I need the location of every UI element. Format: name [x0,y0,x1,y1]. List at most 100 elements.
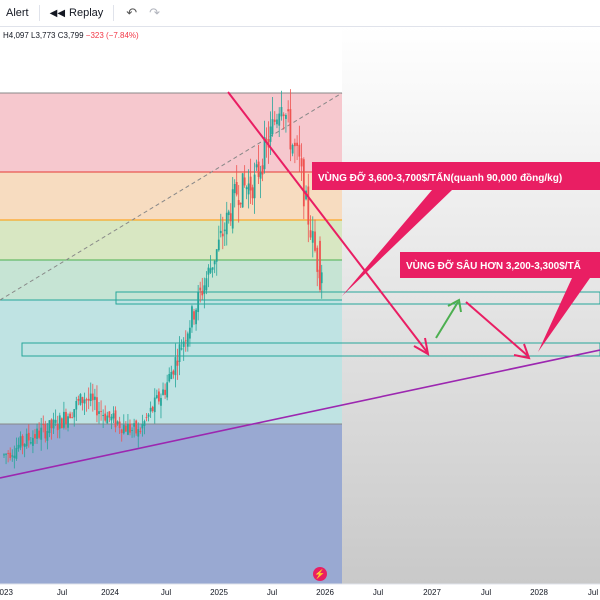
candle-body [233,184,236,194]
candle-body [241,173,244,208]
candle-body [147,414,150,417]
candle-body [273,119,276,122]
alert-button[interactable]: Alert [6,7,29,19]
x-tick-label: 2024 [101,588,119,597]
candle-body [257,161,260,177]
candle-body [229,213,232,222]
candle-body [7,453,10,454]
replay-label: Replay [69,7,104,19]
fib-band [0,260,342,300]
x-tick-label: Jul [373,588,383,597]
fib-bands [0,92,342,584]
candle-body [135,420,138,434]
candle-body [141,423,144,429]
x-tick-label: Jul [161,588,171,597]
candle-body [253,174,256,199]
x-axis-bg [0,585,600,600]
candle-body [81,397,84,403]
candle-body [89,393,92,402]
candle-body [199,287,202,291]
second-down-arrowhead [513,343,531,360]
candle-body [110,416,113,421]
candle-body [106,415,109,424]
callout-2-pointer [538,278,590,352]
candle-body [184,340,187,342]
candle-body [164,389,166,395]
downtrend-arrowhead [413,337,430,356]
replay-button[interactable]: ◀◀ Replay [50,7,104,19]
fib-band [0,220,342,260]
x-tick-label: 2023 [0,588,13,597]
candle-body [137,429,140,437]
candle-body [168,373,171,382]
candle-body [40,427,43,440]
candle-body [69,413,71,419]
candle-body [104,413,107,421]
long-term-trendline [0,349,600,479]
lightning-icon[interactable]: ⚡ [313,567,327,581]
candle-body [300,158,303,167]
candle-body [44,424,47,439]
toolbar-divider [38,5,40,21]
candle-body [79,394,82,405]
candle-body [263,137,266,170]
x-tick-label: 2025 [210,588,228,597]
undo-icon[interactable]: ↶ [126,5,138,20]
candle-body [309,230,312,238]
candle-body [166,382,169,398]
candle-body [29,442,32,444]
candle-body [269,126,272,142]
candle-body [124,425,127,432]
ohlc-change: −323 (−7.84%) [85,31,139,40]
callout-2-text: VÙNG ĐỠ SÂU HƠN 3,200-3,300$/TẤ [406,259,581,272]
candle-body [289,109,292,150]
candle-body [158,391,160,402]
candle-body [36,428,38,439]
candle-body [282,114,285,116]
second-down-arrow [465,301,529,357]
candle-body [213,260,216,265]
candle-body [237,200,240,206]
candle-body [114,410,117,428]
candle-body [93,396,96,400]
candle-body [98,411,100,414]
candle-body [201,290,204,296]
candle-body [176,360,179,366]
toolbar: Alert ◀◀ Replay ↶ ↷ [0,0,600,27]
candle-body [172,370,175,375]
candle-body [223,229,226,232]
candle-body [27,432,30,441]
candle-body [11,455,14,457]
redo-icon[interactable]: ↷ [149,5,161,20]
candle-body [298,144,301,157]
candle-body [261,165,264,175]
candle-body [77,398,80,401]
candle-body [207,267,210,275]
fib-band [0,172,342,220]
candle-body [197,292,200,313]
candle-body [129,423,131,433]
x-axis: 2023 Jul 2024 Jul 2025 Jul 2026 Jul 2027 Jul 2028 J… [0,588,598,597]
callout-2-box [400,252,600,278]
candle-body [249,176,252,191]
candle-body [67,416,69,428]
candle-body [195,309,197,325]
ohlc-close: C3,799 [57,31,84,40]
candle-body [221,233,224,237]
candle-body [193,311,195,320]
candle-body [291,144,294,154]
candle-body [180,348,183,350]
candle-body [296,142,299,146]
candle-body [188,327,191,339]
candles [3,89,323,469]
candle-body [191,306,193,328]
toolbar-divider [113,5,115,21]
candle-body [160,397,162,406]
candle-body [23,444,26,447]
x-tick-label: 2028 [530,588,548,597]
rebound-arrowhead [447,298,462,313]
candle-body [108,411,111,418]
callout-1-pointer [342,190,452,296]
candle-body [19,436,22,448]
